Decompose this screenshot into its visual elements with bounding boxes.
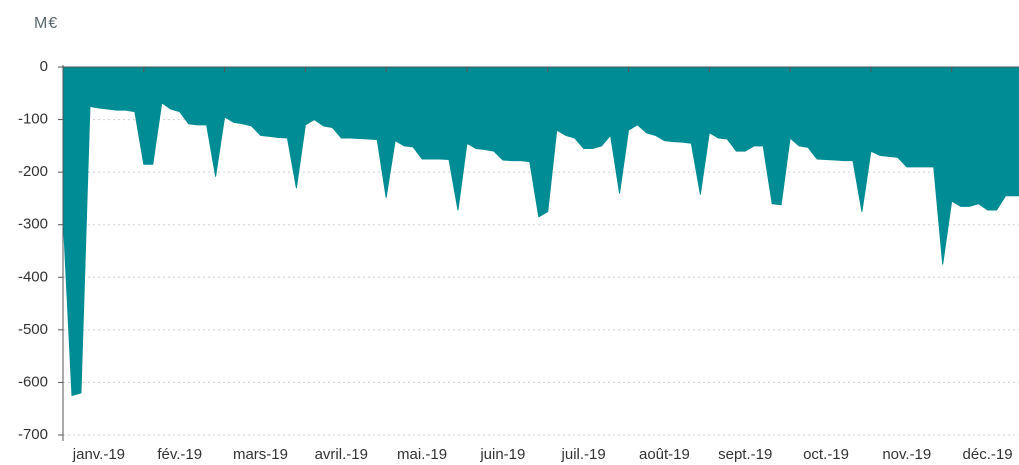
x-tick-label: juin-19	[479, 446, 525, 463]
x-tick-label: déc.-19	[963, 446, 1013, 463]
y-tick-label: 0	[40, 58, 48, 75]
x-tick-label: sept.-19	[718, 446, 772, 463]
x-tick-label: janv.-19	[72, 446, 125, 463]
y-tick-label: -600	[18, 373, 48, 390]
y-tick-label: -400	[18, 268, 48, 285]
area	[62, 66, 1019, 397]
x-tick-label: mai.-19	[397, 446, 447, 463]
x-tick-label: août-19	[639, 446, 690, 463]
x-tick-label: mars-19	[233, 446, 288, 463]
x-tick-label: avril.-19	[315, 446, 368, 463]
x-tick-label: nov.-19	[882, 446, 931, 463]
y-tick-label: -300	[18, 216, 48, 233]
x-tick-label: oct.-19	[803, 446, 849, 463]
x-tick-label: juil.-19	[561, 446, 606, 463]
y-tick-label: -100	[18, 111, 48, 128]
y-tick-label: -700	[18, 426, 48, 443]
y-tick-label: -500	[18, 321, 48, 338]
y-tick-label: -200	[18, 163, 48, 180]
y-axis-unit: M€	[34, 15, 58, 32]
x-tick-label: fév.-19	[157, 446, 202, 463]
